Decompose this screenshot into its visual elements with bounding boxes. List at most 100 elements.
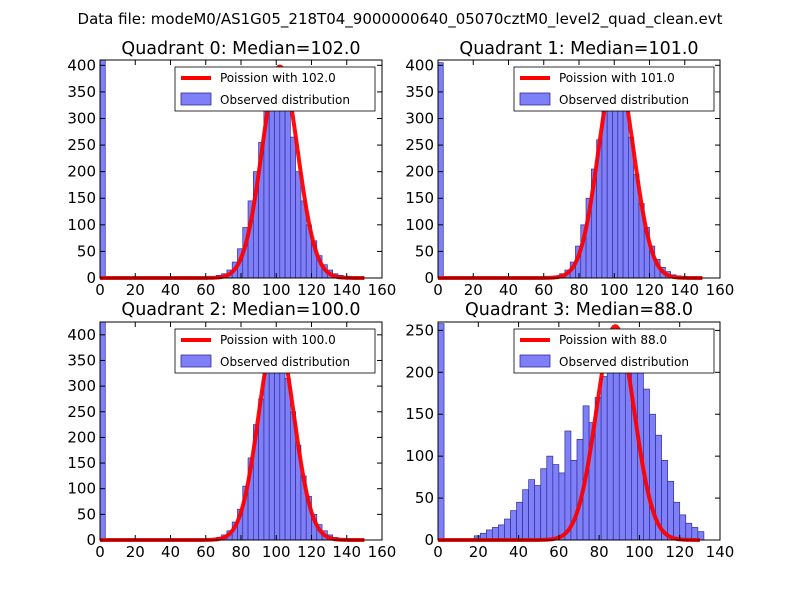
axes-frame: [437, 321, 721, 541]
histogram-bar: [685, 522, 693, 541]
legend-quadrant-0: Poission with 102.0 Observed distributio…: [174, 66, 376, 112]
y-tick-label: 400: [67, 326, 96, 344]
histogram-bar: [618, 346, 626, 541]
y-tick-label: 100: [405, 447, 434, 465]
y-tick-label: 300: [405, 109, 434, 127]
legend-poisson-label: Poission with 100.0: [220, 333, 336, 347]
histogram-bar: [528, 479, 536, 541]
panel-title-quadrant-1: Quadrant 1: Median=101.0: [459, 39, 698, 59]
y-tick-label: 150: [67, 189, 96, 207]
y-tick-label: 0: [86, 531, 96, 549]
histogram-bar: [290, 136, 296, 279]
panel-quadrant-3: Quadrant 3: Median=88.0 0 20 40 60 80 100 120 1…: [405, 300, 734, 561]
x-tick-label: 100: [625, 543, 654, 561]
histogram-bar: [606, 346, 614, 541]
x-tick-label: 0: [95, 281, 105, 299]
panel-title-quadrant-0: Quadrant 0: Median=102.0: [121, 39, 360, 59]
y-tick-label: 250: [67, 136, 96, 154]
x-tick-label: 40: [499, 281, 518, 299]
histogram-bar: [498, 524, 505, 541]
legend-observed-swatch: [519, 354, 551, 368]
x-tick-label: 60: [534, 281, 553, 299]
y-tick-label: 350: [405, 83, 434, 101]
x-tick-label: 80: [231, 281, 250, 299]
histogram-bar: [540, 468, 548, 541]
y-tick-label: 300: [67, 377, 96, 395]
x-tick-label: 140: [332, 543, 361, 561]
x-tick-label: 0: [433, 281, 443, 299]
y-tick-label: 250: [67, 403, 96, 421]
x-tick-label: 120: [297, 543, 326, 561]
y-tick-label: 300: [67, 109, 96, 127]
histogram-bar: [99, 59, 106, 279]
histogram-bar: [263, 365, 270, 541]
y-tick-label: 100: [67, 480, 96, 498]
x-tick-label: 140: [670, 281, 699, 299]
histogram-bar: [606, 91, 613, 279]
legend-poisson-label: Poission with 101.0: [559, 71, 675, 85]
x-tick-label: 60: [549, 543, 568, 561]
histogram-bar: [268, 349, 275, 541]
histogram-bars: [437, 62, 687, 279]
legend-quadrant-2: Poission with 100.0 Observed distributio…: [174, 328, 376, 374]
x-tick-label: 0: [95, 543, 105, 561]
y-tick-label: 50: [77, 242, 96, 260]
histogram-bar: [284, 378, 291, 541]
legend-poisson-label: Poission with 88.0: [559, 333, 667, 347]
y-tick-label: 0: [424, 269, 434, 287]
histogram-bar: [552, 464, 560, 541]
y-tick-label: 200: [405, 363, 434, 381]
x-tick-label: 40: [161, 281, 180, 299]
histogram-bar: [558, 472, 566, 541]
x-tick-label: 100: [262, 543, 291, 561]
x-tick-label: 20: [464, 281, 483, 299]
histogram-bar: [622, 104, 629, 279]
y-tick-label: 400: [67, 56, 96, 74]
y-tick-label: 350: [67, 83, 96, 101]
histogram-bar: [268, 91, 275, 279]
histogram-bar: [546, 455, 554, 541]
histogram-bar: [279, 352, 286, 541]
histogram-bar: [564, 430, 572, 541]
x-tick-label: 40: [161, 543, 180, 561]
y-tick-label: 150: [405, 405, 434, 423]
histogram-bar: [516, 501, 523, 541]
histogram-bar: [649, 413, 656, 541]
legend-quadrant-3: Poission with 88.0 Observed distribution: [513, 328, 715, 374]
legend-observed-label: Observed distribution: [559, 355, 689, 369]
y-tick-label: 50: [415, 489, 434, 507]
x-tick-label: 60: [196, 281, 215, 299]
histogram-bar: [522, 489, 529, 541]
legend-quadrant-1: Poission with 101.0 Observed distributio…: [513, 66, 715, 112]
histogram-bar: [667, 480, 675, 541]
x-tick-label: 80: [569, 281, 588, 299]
y-tick-label: 150: [405, 189, 434, 207]
panel-quadrant-0: Quadrant 0: Median=102.0 0 20 40 60 80 100 120…: [67, 39, 396, 299]
x-tick-label: 160: [706, 281, 735, 299]
histogram-bar: [295, 171, 302, 279]
y-tick-label: 50: [77, 505, 96, 523]
histogram-bar: [679, 514, 687, 541]
y-tick-label: 50: [415, 242, 434, 260]
legend-observed-swatch: [519, 92, 551, 106]
histogram-bar: [534, 485, 542, 541]
legend-observed-swatch: [180, 92, 212, 106]
x-tick-label: 120: [297, 281, 326, 299]
histogram-bar: [600, 376, 608, 541]
panel-quadrant-2: Quadrant 2: Median=100.0 0 20 40 60 80 100 120…: [67, 300, 396, 561]
y-tick-label: 400: [405, 56, 434, 74]
x-tick-label: 140: [706, 543, 735, 561]
panel-title-quadrant-3: Quadrant 3: Median=88.0: [465, 300, 693, 320]
x-tick-label: 100: [262, 281, 291, 299]
y-tick-label: 150: [67, 454, 96, 472]
y-tick-label: 200: [67, 428, 96, 446]
y-tick-label: 0: [424, 531, 434, 549]
histogram-bar: [437, 62, 444, 279]
x-tick-label: 160: [368, 281, 397, 299]
panel-title-quadrant-2: Quadrant 2: Median=100.0: [121, 300, 360, 320]
legend-observed-swatch: [180, 354, 212, 368]
figure-suptitle: Data file: modeM0/AS1G05_218T04_90000006…: [78, 10, 723, 29]
histogram-bar: [504, 518, 511, 541]
histogram-bar: [673, 501, 681, 541]
